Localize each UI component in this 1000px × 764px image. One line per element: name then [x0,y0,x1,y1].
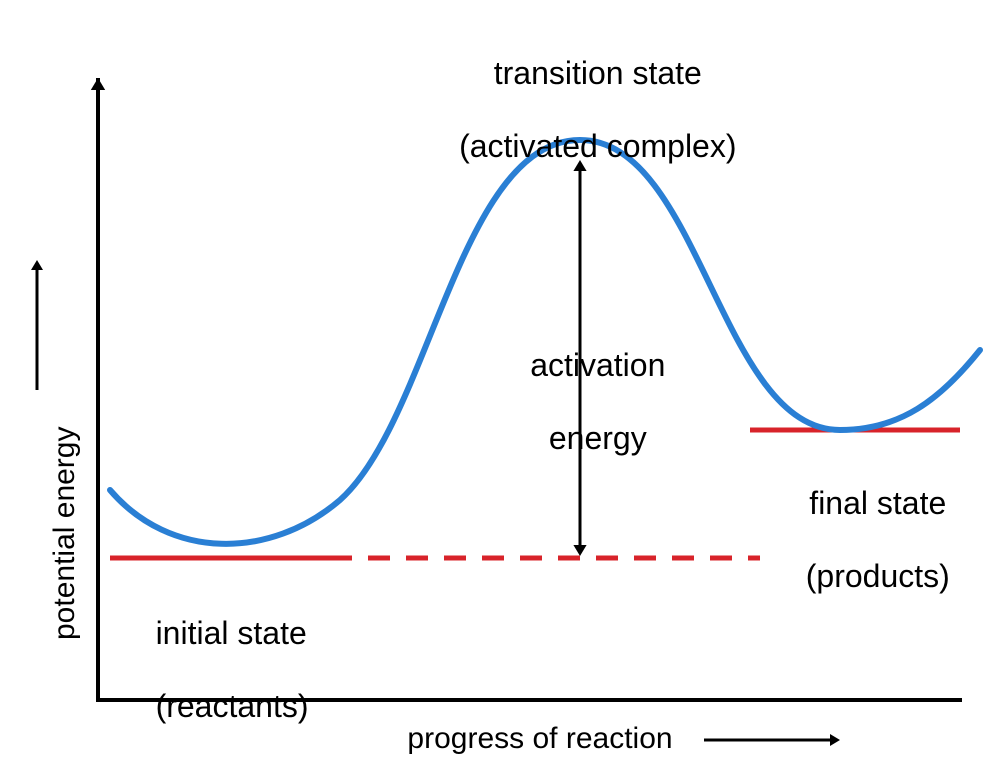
activation-energy-line2: energy [549,420,647,456]
transition-state-line2: (activated complex) [459,128,736,164]
initial-state-line1: initial state [156,615,307,651]
transition-state-label: transition state (activated complex) [360,18,800,202]
x-axis-label: progress of reaction [370,722,710,757]
y-axis-label: potential energy [48,427,83,641]
transition-state-line1: transition state [494,55,702,91]
initial-state-label: initial state (reactants) [120,578,360,762]
activation-energy-line1: activation [530,347,665,383]
activation-energy-label: activation energy [460,310,700,494]
final-state-label: final state (products) [740,448,980,632]
energy-diagram: transition state (activated complex) act… [0,0,1000,764]
initial-state-line2: (reactants) [156,688,309,724]
final-state-line1: final state [809,485,946,521]
final-state-line2: (products) [806,558,950,594]
